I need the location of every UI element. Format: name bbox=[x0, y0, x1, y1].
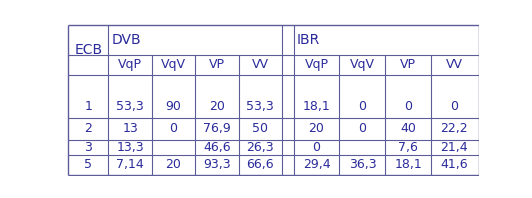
Text: 0: 0 bbox=[404, 100, 412, 113]
Text: ECB: ECB bbox=[74, 43, 102, 57]
Text: 18,1: 18,1 bbox=[303, 100, 330, 113]
Text: VP: VP bbox=[401, 58, 417, 71]
Text: 66,6: 66,6 bbox=[246, 158, 274, 171]
Text: 0: 0 bbox=[359, 100, 367, 113]
Text: VqP: VqP bbox=[118, 58, 142, 71]
Text: 36,3: 36,3 bbox=[348, 158, 376, 171]
Text: 90: 90 bbox=[165, 100, 181, 113]
Text: 93,3: 93,3 bbox=[203, 158, 231, 171]
Text: VqP: VqP bbox=[304, 58, 329, 71]
Text: 18,1: 18,1 bbox=[395, 158, 422, 171]
Text: 41,6: 41,6 bbox=[440, 158, 468, 171]
Text: 20: 20 bbox=[309, 122, 325, 135]
Text: 2: 2 bbox=[84, 122, 92, 135]
Text: IBR: IBR bbox=[297, 33, 320, 47]
Text: 13,3: 13,3 bbox=[116, 141, 144, 154]
Text: 40: 40 bbox=[401, 122, 417, 135]
Text: 0: 0 bbox=[170, 122, 178, 135]
Text: 29,4: 29,4 bbox=[303, 158, 330, 171]
Text: 46,6: 46,6 bbox=[203, 141, 231, 154]
Text: 20: 20 bbox=[165, 158, 181, 171]
Text: VqV: VqV bbox=[350, 58, 375, 71]
Text: 0: 0 bbox=[312, 141, 321, 154]
Text: 76,9: 76,9 bbox=[203, 122, 231, 135]
Text: 1: 1 bbox=[84, 100, 92, 113]
Text: DVB: DVB bbox=[111, 33, 141, 47]
Text: 0: 0 bbox=[359, 122, 367, 135]
Text: 5: 5 bbox=[84, 158, 92, 171]
Text: 3: 3 bbox=[84, 141, 92, 154]
Text: VV: VV bbox=[252, 58, 269, 71]
Text: 21,4: 21,4 bbox=[440, 141, 468, 154]
Text: VqV: VqV bbox=[161, 58, 186, 71]
Text: 50: 50 bbox=[252, 122, 268, 135]
Text: 13: 13 bbox=[122, 122, 138, 135]
Text: 26,3: 26,3 bbox=[246, 141, 274, 154]
Text: 53,3: 53,3 bbox=[246, 100, 274, 113]
Text: VP: VP bbox=[209, 58, 225, 71]
Text: 0: 0 bbox=[450, 100, 458, 113]
Text: 20: 20 bbox=[209, 100, 225, 113]
Text: VV: VV bbox=[446, 58, 463, 71]
Text: 22,2: 22,2 bbox=[440, 122, 468, 135]
Text: 7,6: 7,6 bbox=[398, 141, 418, 154]
Text: 7,14: 7,14 bbox=[116, 158, 144, 171]
Text: 53,3: 53,3 bbox=[116, 100, 144, 113]
